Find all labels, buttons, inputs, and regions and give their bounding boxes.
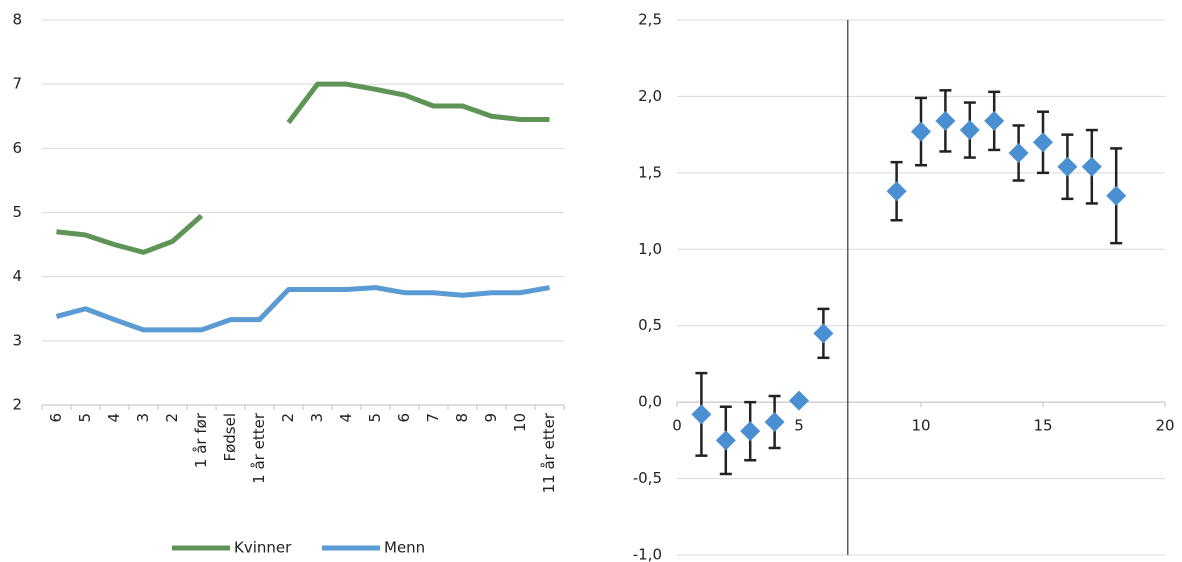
x-tick-label: 10 bbox=[511, 413, 529, 432]
point bbox=[1057, 156, 1078, 177]
x-tick-label: 9 bbox=[482, 413, 500, 423]
point bbox=[1106, 185, 1127, 206]
x-tick-label: 3 bbox=[134, 413, 152, 423]
x-tick-label: 4 bbox=[105, 413, 123, 423]
x-tick-label: 2 bbox=[163, 413, 181, 423]
point bbox=[1033, 132, 1053, 153]
x-tick-label: 5 bbox=[76, 413, 94, 423]
point bbox=[1008, 142, 1029, 163]
point bbox=[935, 110, 956, 131]
x-tick-label: 0 bbox=[672, 417, 682, 435]
x-tick-label: 1 år før bbox=[192, 412, 210, 468]
x-tick-label: 3 bbox=[308, 413, 326, 423]
legend-label: Menn bbox=[384, 539, 425, 557]
x-tick-label: 10 bbox=[911, 417, 930, 435]
line-series bbox=[55, 285, 550, 333]
legend-label: Kvinner bbox=[234, 539, 292, 557]
y-tick-label: 0,0 bbox=[638, 393, 662, 411]
line-series bbox=[56, 81, 550, 255]
point bbox=[959, 120, 980, 141]
point bbox=[789, 390, 809, 411]
point bbox=[813, 323, 834, 344]
point bbox=[715, 430, 736, 451]
x-tick-label: 4 bbox=[337, 413, 355, 423]
y-tick-label: 2,5 bbox=[638, 11, 662, 29]
y-tick-label: 7 bbox=[12, 75, 22, 93]
point bbox=[691, 404, 712, 425]
x-tick-label: 7 bbox=[424, 413, 442, 423]
x-tick-label: 1 år etter bbox=[250, 412, 268, 484]
x-tick-label: 11 år etter bbox=[540, 412, 558, 493]
point bbox=[764, 412, 785, 433]
x-tick-label: 6 bbox=[395, 413, 413, 423]
y-tick-label: -1,0 bbox=[633, 546, 662, 562]
y-tick-label: 1,5 bbox=[638, 163, 662, 181]
y-tick-label: 2 bbox=[12, 396, 22, 414]
y-tick-label: 2,0 bbox=[638, 87, 662, 105]
x-tick-label: 15 bbox=[1033, 417, 1052, 435]
point bbox=[740, 421, 761, 442]
y-tick-label: 6 bbox=[12, 139, 22, 157]
point bbox=[886, 181, 907, 202]
y-tick-label: 3 bbox=[12, 331, 22, 349]
x-tick-label: 2 bbox=[279, 413, 297, 423]
y-tick-label: 4 bbox=[12, 267, 22, 285]
y-tick-label: 1,0 bbox=[638, 240, 662, 258]
y-tick-label: 5 bbox=[12, 203, 22, 221]
point bbox=[1081, 156, 1102, 177]
y-tick-label: 0,5 bbox=[638, 316, 662, 334]
x-tick-label: 20 bbox=[1155, 417, 1174, 435]
y-tick-label: 8 bbox=[12, 11, 22, 29]
x-tick-label: 5 bbox=[794, 417, 804, 435]
point bbox=[911, 121, 931, 142]
x-tick-label: 8 bbox=[453, 413, 471, 423]
point bbox=[984, 110, 1005, 131]
x-tick-label: 5 bbox=[366, 413, 384, 423]
x-tick-label: Fødsel bbox=[221, 413, 239, 462]
x-tick-label: 6 bbox=[47, 413, 65, 423]
y-tick-label: -0,5 bbox=[633, 469, 662, 487]
